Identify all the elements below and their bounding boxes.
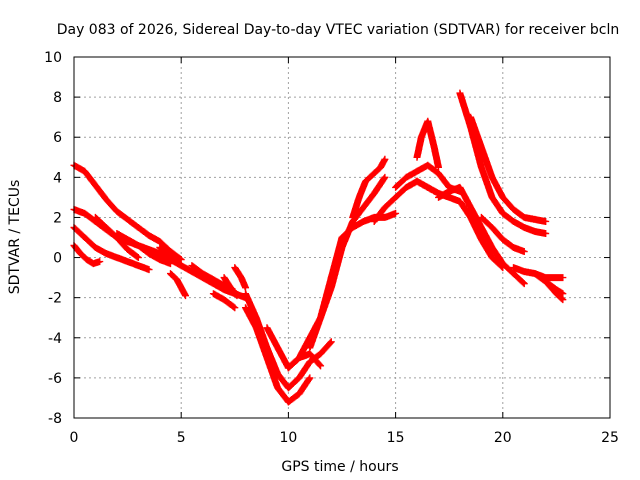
x-axis-title: GPS time / hours: [281, 459, 398, 475]
series-track-6: [113, 230, 174, 268]
data-point-markers: [306, 209, 400, 352]
series-track-14: [242, 304, 314, 406]
y-tick-label: -4: [48, 331, 62, 347]
chart-title: Day 083 of 2026, Sidereal Day-to-day VTE…: [57, 22, 620, 38]
data-point-markers: [242, 304, 314, 406]
series-track-26: [467, 113, 550, 225]
series-track-17: [306, 209, 400, 352]
axis-ticks: [73, 56, 611, 419]
series-track-27: [477, 213, 528, 256]
y-tick-label: 4: [53, 170, 62, 186]
x-tick-label: 5: [177, 430, 186, 446]
plot-frame: [73, 56, 611, 419]
x-tick-label: 25: [601, 430, 619, 446]
x-tick-label: 15: [387, 430, 405, 446]
data-point-markers: [477, 213, 528, 256]
x-tick-label: 10: [279, 430, 297, 446]
y-tick-label: 0: [53, 251, 62, 267]
x-tick-label: 20: [494, 430, 512, 446]
data-point-markers: [167, 270, 189, 300]
data-markers: [70, 89, 567, 406]
data-point-markers: [349, 155, 389, 221]
series-track-11: [220, 274, 241, 300]
data-point-markers: [113, 230, 174, 268]
data-point-markers: [435, 183, 528, 288]
data-point-markers: [327, 173, 389, 282]
series-track-13: [242, 290, 335, 392]
series-track-25: [456, 89, 550, 237]
series-track-19: [349, 155, 389, 221]
y-tick-label: -6: [48, 371, 62, 387]
data-point-markers: [413, 117, 442, 171]
data-point-markers: [542, 278, 567, 298]
series-track-10: [209, 290, 239, 312]
data-point-markers: [242, 290, 335, 392]
series-track-8: [167, 270, 189, 300]
y-tick-label: 6: [53, 130, 62, 146]
y-tick-label: 8: [53, 90, 62, 106]
series-track-18: [327, 173, 389, 282]
data-point-markers: [220, 274, 241, 300]
data-point-markers: [209, 290, 239, 312]
series-track-5: [91, 213, 142, 262]
series-track-30: [542, 278, 567, 298]
y-axis-title: SDTVAR / TECUs: [7, 180, 23, 295]
data-point-markers: [456, 89, 550, 237]
y-tick-label: 2: [53, 210, 62, 226]
data-point-markers: [91, 213, 142, 262]
y-tick-label: 10: [44, 50, 62, 66]
series-track-12: [231, 264, 250, 292]
data-point-markers: [467, 113, 550, 225]
y-tick-label: -2: [48, 291, 62, 307]
x-tick-label: 0: [70, 430, 79, 446]
series-track-24: [435, 183, 528, 288]
series-track-22: [413, 117, 442, 171]
y-tick-label: -8: [48, 411, 62, 427]
data-point-markers: [231, 264, 250, 292]
